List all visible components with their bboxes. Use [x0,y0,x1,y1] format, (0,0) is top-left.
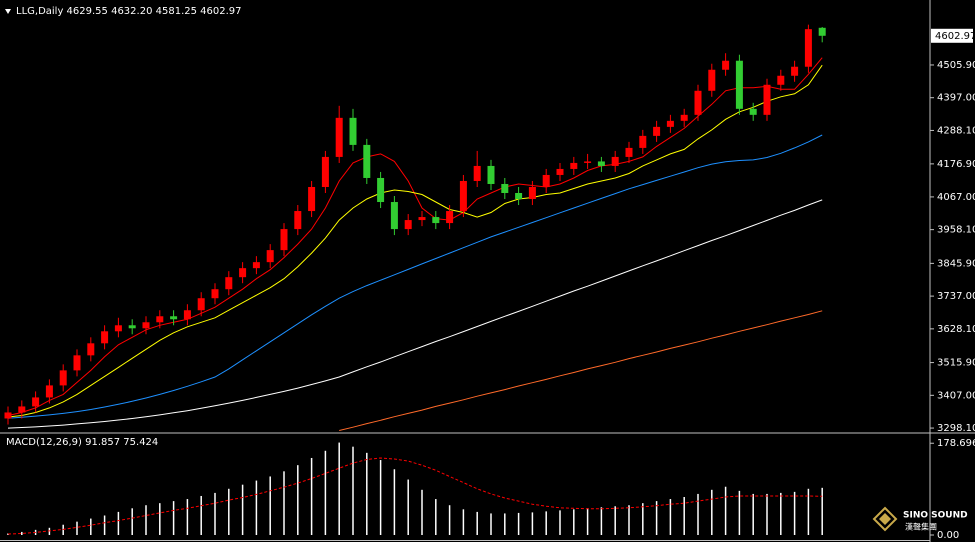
y-tick-label: 4067.00 [937,192,975,203]
candle-body [73,355,81,371]
logo-icon-inner [879,513,891,525]
candle-body [252,262,260,269]
candle-body [45,385,53,398]
candle-body [377,177,385,203]
candle-body [266,250,274,263]
moving-average-line [7,134,823,419]
logo-subtitle: 漢聲集團 [905,522,937,532]
y-tick-label: 3407.00 [937,390,975,401]
candle-body [487,165,495,184]
candle-body [211,289,219,299]
candle-body [818,27,826,36]
y-tick-label: 3628.10 [937,324,975,335]
y-tick-label: 178.696 [937,438,975,449]
candle-body [597,161,605,166]
candle-body [239,268,247,278]
candle-body [18,406,26,413]
moving-average-line [339,310,823,431]
candle-body [542,174,550,187]
candle-body [473,165,481,181]
candle-body [763,84,771,115]
y-tick-label: 4397.00 [937,93,975,104]
logo-name: SINO SOUND [903,511,968,521]
candle-body [639,135,647,148]
candle-body [142,322,150,329]
y-tick-label: 3515.90 [937,358,975,369]
candle-body [390,202,398,230]
candle-body [625,147,633,157]
y-tick-label: 0.00 [937,530,959,541]
candle-body [694,90,702,115]
candle-body [666,120,674,127]
moving-average-line [7,199,823,429]
candle-body [528,186,536,200]
candle-body [804,29,812,67]
candle-body [183,310,191,320]
candle-body [515,193,523,200]
candle-body [459,180,467,212]
candle-body [87,343,95,356]
candle-body [570,162,578,169]
last-price-box [931,28,973,43]
candle-body [749,108,757,115]
candle-body [501,183,509,194]
candle-body [708,69,716,91]
candle-body [404,220,412,230]
moving-average-line [7,64,823,418]
candle-body [363,144,371,178]
candle-body [32,397,40,407]
candle-body [308,186,316,212]
logo: SINO SOUND 漢聲集團 [872,506,968,532]
y-tick-label: 3958.10 [937,225,975,236]
y-tick-label: 3737.00 [937,291,975,302]
candle-body [791,66,799,76]
candle-body [156,316,164,323]
candle-body [101,331,109,344]
candle-body [777,75,785,85]
candle-body [197,298,205,311]
candle-body [446,211,454,224]
candle-body [4,412,12,419]
last-price-label: 4602.97 [935,31,975,42]
candle-body [170,316,178,320]
candle-body [349,117,357,145]
y-tick-label: 4288.10 [937,125,975,136]
candle-body [680,114,688,121]
menu-triangle[interactable] [5,9,11,14]
candle-body [432,217,440,224]
y-tick-label: 3298.10 [937,423,975,434]
candle-body [225,277,233,290]
candle-body [335,117,343,157]
candle-body [321,156,329,187]
candle-body [653,126,661,136]
candle-body [556,168,564,175]
candle-body [735,60,743,109]
candle-body [280,229,288,251]
candle-body [418,217,426,221]
logo-icon [872,506,898,532]
candle-body [611,156,619,166]
chart-title: LLG,Daily 4629.55 4632.20 4581.25 4602.9… [16,6,242,17]
macd-title: MACD(12,26,9) 91.857 75.424 [6,437,158,448]
candle-body [722,60,730,70]
candle-body [114,325,122,332]
y-tick-label: 4176.90 [937,159,975,170]
signal-line [7,457,823,535]
candle-body [128,325,136,329]
moving-average-line [7,57,823,416]
candle-body [294,211,302,230]
candle-body [59,370,67,386]
candle-body [584,161,592,163]
y-tick-label: 3845.90 [937,258,975,269]
y-tick-label: 4505.90 [937,60,975,71]
